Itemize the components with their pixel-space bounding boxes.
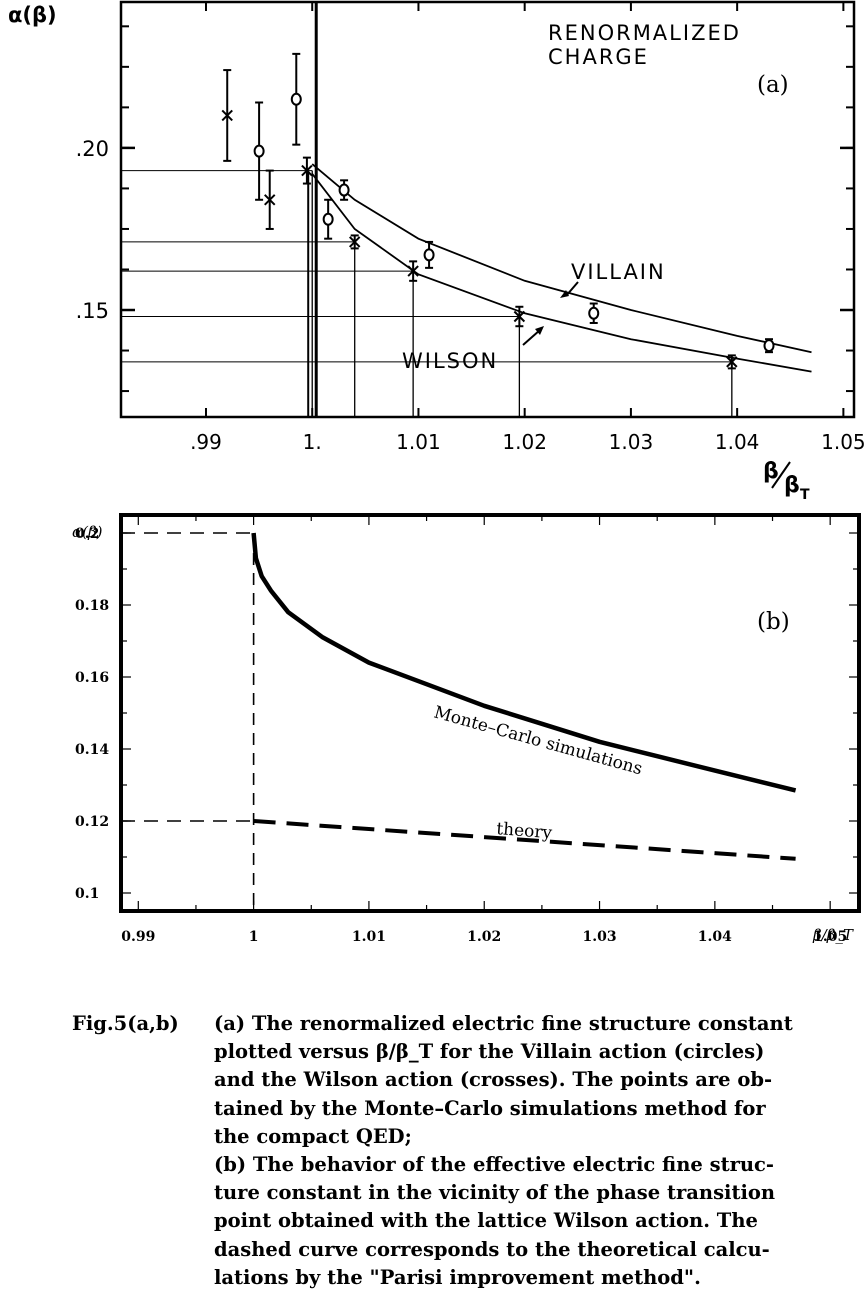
villain-point: [290, 92, 302, 106]
villain-point: [338, 183, 350, 197]
chart-a: .99 1. 1.01 1.02 1.03 1.04 1.05 .20 .15 α(β) REN…: [8, 0, 866, 500]
y-tick-label: 0.14: [75, 742, 109, 758]
caption-line: the compact QED;: [214, 1124, 412, 1148]
y-tick-label: .15: [76, 299, 109, 323]
wilson-point: [407, 265, 419, 277]
villain-fit-curve: [311, 163, 812, 354]
x-label-numerator: β: [763, 459, 779, 484]
x-tick-label: 1.01: [352, 929, 386, 945]
caption-line: (b) The behavior of the effective electr…: [214, 1153, 775, 1177]
y-tick-label: 0.2: [75, 526, 99, 542]
cross-stroke: [513, 310, 526, 323]
x-axis-label: β β T: [763, 459, 810, 500]
wilson-label-arrowhead: [535, 326, 544, 335]
axis-ticks: [121, 515, 859, 911]
cross-stroke: [407, 265, 419, 277]
annotation-line-1: RENORMALIZED: [548, 21, 741, 45]
series-label-wilson: WILSON: [402, 349, 498, 373]
cross-stroke: [726, 356, 738, 368]
wilson-point: [349, 236, 361, 248]
theory-curve: [253, 819, 796, 861]
caption-line: ture constant in the vicinity of the pha…: [214, 1181, 776, 1205]
series-label-monte-carlo: Monte–Carlo simulations: [432, 703, 645, 780]
cross-stroke: [221, 109, 233, 122]
y-axis-label: α(β): [72, 523, 103, 541]
x-tick-label: 1.: [303, 430, 322, 454]
tick-labels: 0.2 0.18 0.16 0.14 0.12 0.1 0.99 1 1.01 1.02 1.03 1…: [75, 526, 847, 945]
wilson-point: [264, 194, 276, 206]
x-tick-label: 1: [249, 929, 259, 945]
y-axis-label: α(β): [8, 3, 57, 27]
reference-lines: [121, 2, 733, 417]
villain-label-arrowhead: [560, 290, 569, 298]
x-label-subscript: T: [800, 487, 810, 500]
y-tick-label: .20: [76, 137, 109, 161]
panel-label-a: (a): [757, 72, 789, 98]
series-label-villain: VILLAIN: [571, 260, 666, 284]
wilson-fit-curve: [311, 173, 812, 373]
x-tick-label: 1.02: [502, 430, 547, 454]
caption-line: lations by the "Parisi improvement metho…: [214, 1265, 701, 1289]
caption-label: Fig.5(a,b): [72, 1012, 179, 1035]
villain-point: [253, 144, 265, 158]
x-tick-label: 1.03: [582, 929, 616, 945]
villain-label-arrow: [565, 281, 579, 297]
wilson-point: [726, 356, 738, 368]
villain-point: [588, 306, 600, 320]
y-tick-label: 0.16: [75, 670, 109, 686]
caption-line: dashed curve corresponds to the theoreti…: [214, 1237, 770, 1261]
x-tick-label: 1.02: [467, 929, 501, 945]
monte-carlo-curve: [251, 532, 797, 793]
caption-body: (a) The renormalized electric fine struc…: [214, 1010, 862, 1292]
data-series: [221, 52, 812, 373]
plot-frame: [119, 513, 861, 913]
x-tick-label: 1.03: [609, 430, 654, 454]
x-tick-label: 0.99: [121, 929, 155, 945]
villain-point: [763, 339, 775, 353]
annotation-line-2: CHARGE: [548, 45, 649, 69]
caption-line: (a) The renormalized electric fine struc…: [214, 1012, 793, 1035]
x-label-slash: [771, 461, 791, 489]
villain-point: [322, 212, 334, 226]
panel-label-b: (b): [757, 609, 790, 635]
x-tick-label: 1.04: [698, 929, 732, 945]
wilson-label-arrow: [522, 329, 541, 346]
y-tick-label: 0.1: [75, 886, 99, 902]
caption-line: and the Wilson action (crosses). The poi…: [214, 1068, 773, 1092]
tick-labels: .99 1. 1.01 1.02 1.03 1.04 1.05 .20 .15: [76, 137, 866, 454]
x-tick-label: 1.05: [813, 929, 847, 945]
wilson-point: [513, 310, 526, 323]
y-tick-label: 0.12: [75, 814, 109, 830]
cross-stroke: [301, 164, 313, 177]
data-series: [121, 532, 797, 911]
y-tick-label: 0.18: [75, 598, 109, 614]
villain-point: [423, 248, 435, 262]
x-tick-label: .99: [190, 430, 222, 454]
x-axis-label: β/β_T: [812, 926, 854, 944]
axis-ticks: [121, 2, 854, 417]
x-tick-label: 1.05: [821, 430, 866, 454]
x-tick-label: 1.04: [715, 430, 760, 454]
chart-b: 0.2 0.18 0.16 0.14 0.12 0.1 0.99 1 1.01 1.02 1.03 1…: [72, 513, 861, 945]
series-label-theory: theory: [496, 819, 554, 843]
plot-frame: [119, 0, 856, 419]
caption-line: point obtained with the lattice Wilson a…: [214, 1209, 758, 1233]
cross-stroke: [264, 194, 276, 206]
x-label-denominator: β: [784, 473, 800, 498]
wilson-point: [221, 109, 233, 122]
caption-line: plotted versus β/β_T for the Villain act…: [214, 1040, 765, 1064]
wilson-point: [301, 164, 313, 177]
caption-line: tained by the Monte–Carlo simulations me…: [214, 1096, 766, 1120]
cross-stroke: [349, 236, 361, 248]
x-tick-label: 1.01: [396, 430, 441, 454]
